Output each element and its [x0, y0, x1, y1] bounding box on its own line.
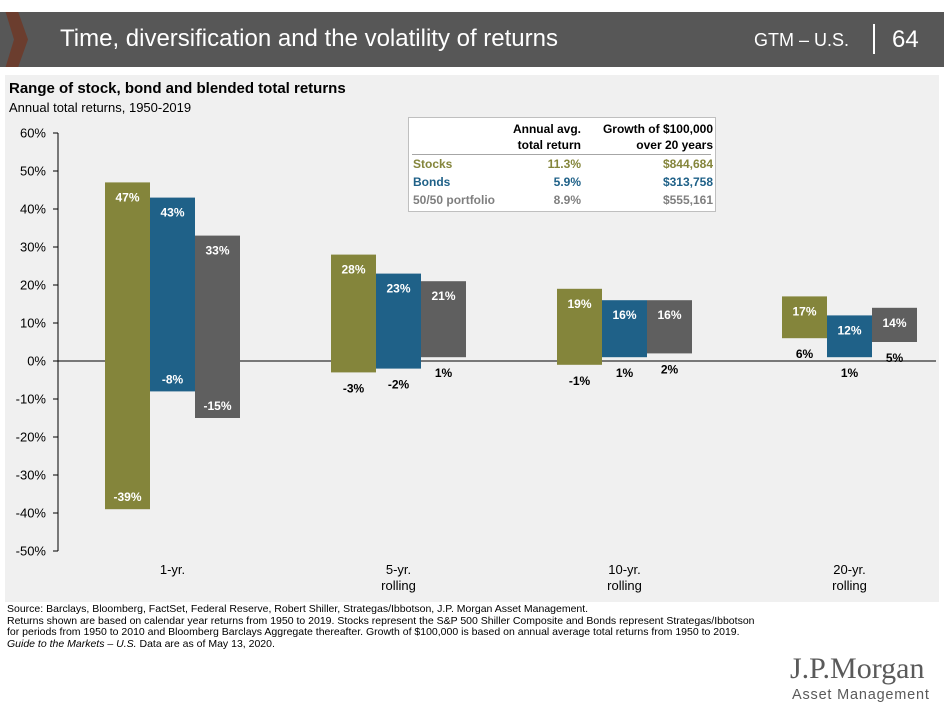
- bar-bonds-3: [602, 300, 647, 358]
- y-tick-label: 60%: [20, 126, 46, 141]
- bar-portfolio-2: [421, 281, 466, 358]
- footer-source: Source: Barclays, Bloomberg, FactSet, Fe…: [7, 603, 589, 615]
- bar-stocks-2: [331, 254, 376, 373]
- header-bar: Time, diversification and the volatility…: [0, 12, 944, 67]
- y-tick-label: 10%: [20, 316, 46, 331]
- table-header-avg-line2: total return: [517, 138, 581, 152]
- table-row-stocks-growth: $844,684: [662, 157, 713, 171]
- y-tick-label: 20%: [20, 278, 46, 293]
- bar-portfolio-1: [195, 235, 240, 418]
- data-label-high-stocks-4: 17%: [792, 304, 816, 318]
- data-label-high-portfolio-1: 33%: [205, 244, 229, 258]
- chart-title: Range of stock, bond and blended total r…: [9, 80, 346, 97]
- data-label-high-bonds-1: 43%: [160, 206, 184, 220]
- data-label-low-bonds-2: -2%: [388, 378, 410, 392]
- x-category-label: 5-yr.: [386, 562, 411, 577]
- data-label-high-stocks-3: 19%: [567, 297, 591, 311]
- y-tick-label: -50%: [16, 544, 47, 559]
- table-row-bonds-growth: $313,758: [662, 175, 713, 189]
- x-category-label: 20-yr.: [833, 562, 866, 577]
- bar-portfolio-4: [872, 307, 917, 342]
- bar-portfolio-3: [647, 300, 692, 354]
- x-category-label: 10-yr.: [608, 562, 641, 577]
- table-row-bonds-avg: 5.9%: [553, 175, 581, 189]
- data-label-high-stocks-1: 47%: [115, 190, 139, 204]
- bar-bonds-2: [376, 273, 421, 369]
- bar-bonds-1: [150, 197, 195, 392]
- data-label-high-portfolio-4: 14%: [882, 316, 906, 330]
- page-title: Time, diversification and the volatility…: [60, 25, 558, 52]
- table-header-growth-line1: Growth of $100,000: [602, 122, 713, 136]
- footer-date: Data are as of May 13, 2020.: [136, 637, 275, 650]
- data-label-low-bonds-4: 1%: [841, 366, 859, 380]
- logo-subtitle: Asset Management: [792, 687, 930, 703]
- data-label-low-stocks-2: -3%: [343, 381, 365, 395]
- x-category-label: 1-yr.: [160, 562, 185, 577]
- data-label-high-portfolio-2: 21%: [431, 289, 455, 303]
- data-label-low-portfolio-1: -15%: [203, 399, 231, 413]
- table-row-portfolio-growth: $555,161: [662, 193, 713, 207]
- growth-table: Annual avg. total return Growth of $100,…: [408, 117, 716, 212]
- y-tick-label: -10%: [16, 392, 47, 407]
- y-tick-label: -20%: [16, 430, 47, 445]
- header-divider: [873, 24, 875, 54]
- footer-guide-line: Guide to the Markets – U.S. Data are as …: [7, 637, 767, 651]
- data-label-low-portfolio-2: 1%: [435, 366, 453, 380]
- data-label-high-bonds-4: 12%: [837, 323, 861, 337]
- y-tick-label: -40%: [16, 506, 47, 521]
- table-row-bonds-label: Bonds: [413, 175, 451, 189]
- table-row-stocks-label: Stocks: [413, 157, 453, 171]
- x-category-label: rolling: [381, 578, 416, 593]
- footer-methodology: Returns shown are based on calendar year…: [7, 614, 755, 638]
- table-header-growth-line2: over 20 years: [636, 138, 713, 152]
- data-label-low-portfolio-3: 2%: [661, 362, 679, 376]
- table-row-portfolio-label: 50/50 portfolio: [413, 193, 496, 207]
- bar-stocks-1: [105, 182, 150, 510]
- table-separator: [412, 154, 711, 155]
- y-tick-label: 30%: [20, 240, 46, 255]
- y-tick-label: -30%: [16, 468, 47, 483]
- data-label-low-bonds-3: 1%: [616, 366, 634, 380]
- page-number: 64: [892, 26, 919, 53]
- y-tick-label: 40%: [20, 202, 46, 217]
- data-label-high-portfolio-3: 16%: [657, 308, 681, 322]
- table-row-stocks-avg: 11.3%: [547, 157, 581, 171]
- data-label-high-stocks-2: 28%: [341, 263, 365, 277]
- x-category-label: rolling: [607, 578, 642, 593]
- data-label-low-bonds-1: -8%: [162, 372, 184, 386]
- data-label-low-stocks-3: -1%: [569, 374, 591, 388]
- data-label-high-bonds-2: 23%: [386, 282, 410, 296]
- data-label-low-stocks-4: 6%: [796, 347, 814, 361]
- data-label-high-bonds-3: 16%: [612, 308, 636, 322]
- y-tick-label: 50%: [20, 164, 46, 179]
- x-category-label: rolling: [832, 578, 867, 593]
- y-tick-label: 0%: [27, 354, 46, 369]
- data-label-low-portfolio-4: 5%: [886, 351, 904, 365]
- bar-stocks-4: [782, 296, 827, 339]
- bar-stocks-3: [557, 288, 602, 365]
- bar-bonds-4: [827, 315, 872, 358]
- data-label-low-stocks-1: -39%: [113, 490, 141, 504]
- chart-subtitle: Annual total returns, 1950-2019: [9, 100, 192, 115]
- footer-guide-title: Guide to the Markets – U.S.: [7, 637, 137, 650]
- region-label: GTM – U.S.: [754, 30, 850, 50]
- table-header-avg-line1: Annual avg.: [512, 122, 581, 136]
- table-row-portfolio-avg: 8.9%: [553, 193, 581, 207]
- footer-notes: Source: Barclays, Bloomberg, FactSet, Fe…: [7, 603, 767, 651]
- jpmorgan-logo: J.P.Morgan: [790, 652, 925, 685]
